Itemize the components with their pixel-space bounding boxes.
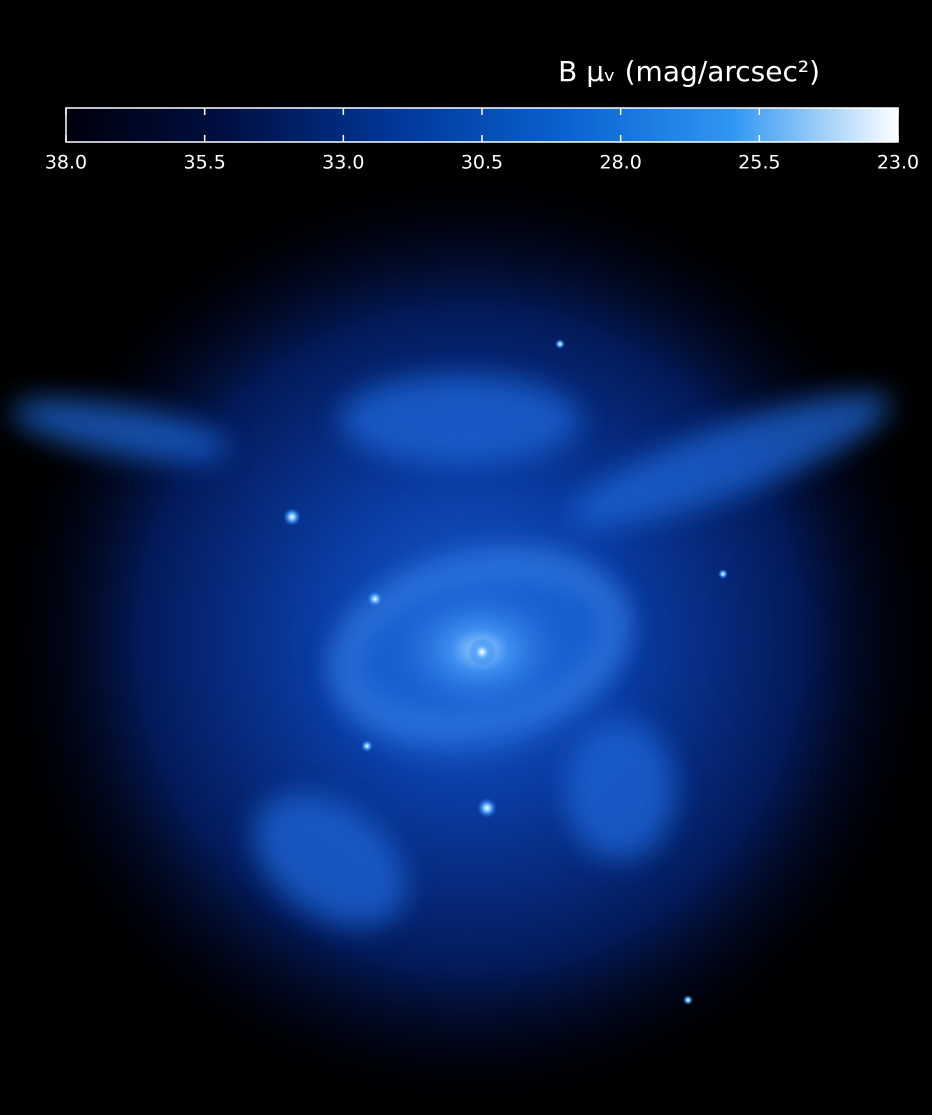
tick-label: 33.0 [322,152,364,174]
tick-label: 28.0 [600,152,642,174]
colorbar-title: B μᵥ (mag/arcsec²) [558,55,820,88]
galaxy-image [0,170,932,1110]
tick-label: 23.0 [877,152,919,174]
tick-label: 30.5 [461,152,503,174]
figure: 38.0 35.5 33.0 30.5 28.0 25.5 23.0 B μᵥ (mag/a… [0,0,932,1115]
tick-label: 35.5 [184,152,226,174]
tick-label: 38.0 [45,152,87,174]
page: 38.0 35.5 33.0 30.5 28.0 25.5 23.0 B μᵥ (mag/a… [0,0,932,1115]
tick-label: 25.5 [738,152,780,174]
